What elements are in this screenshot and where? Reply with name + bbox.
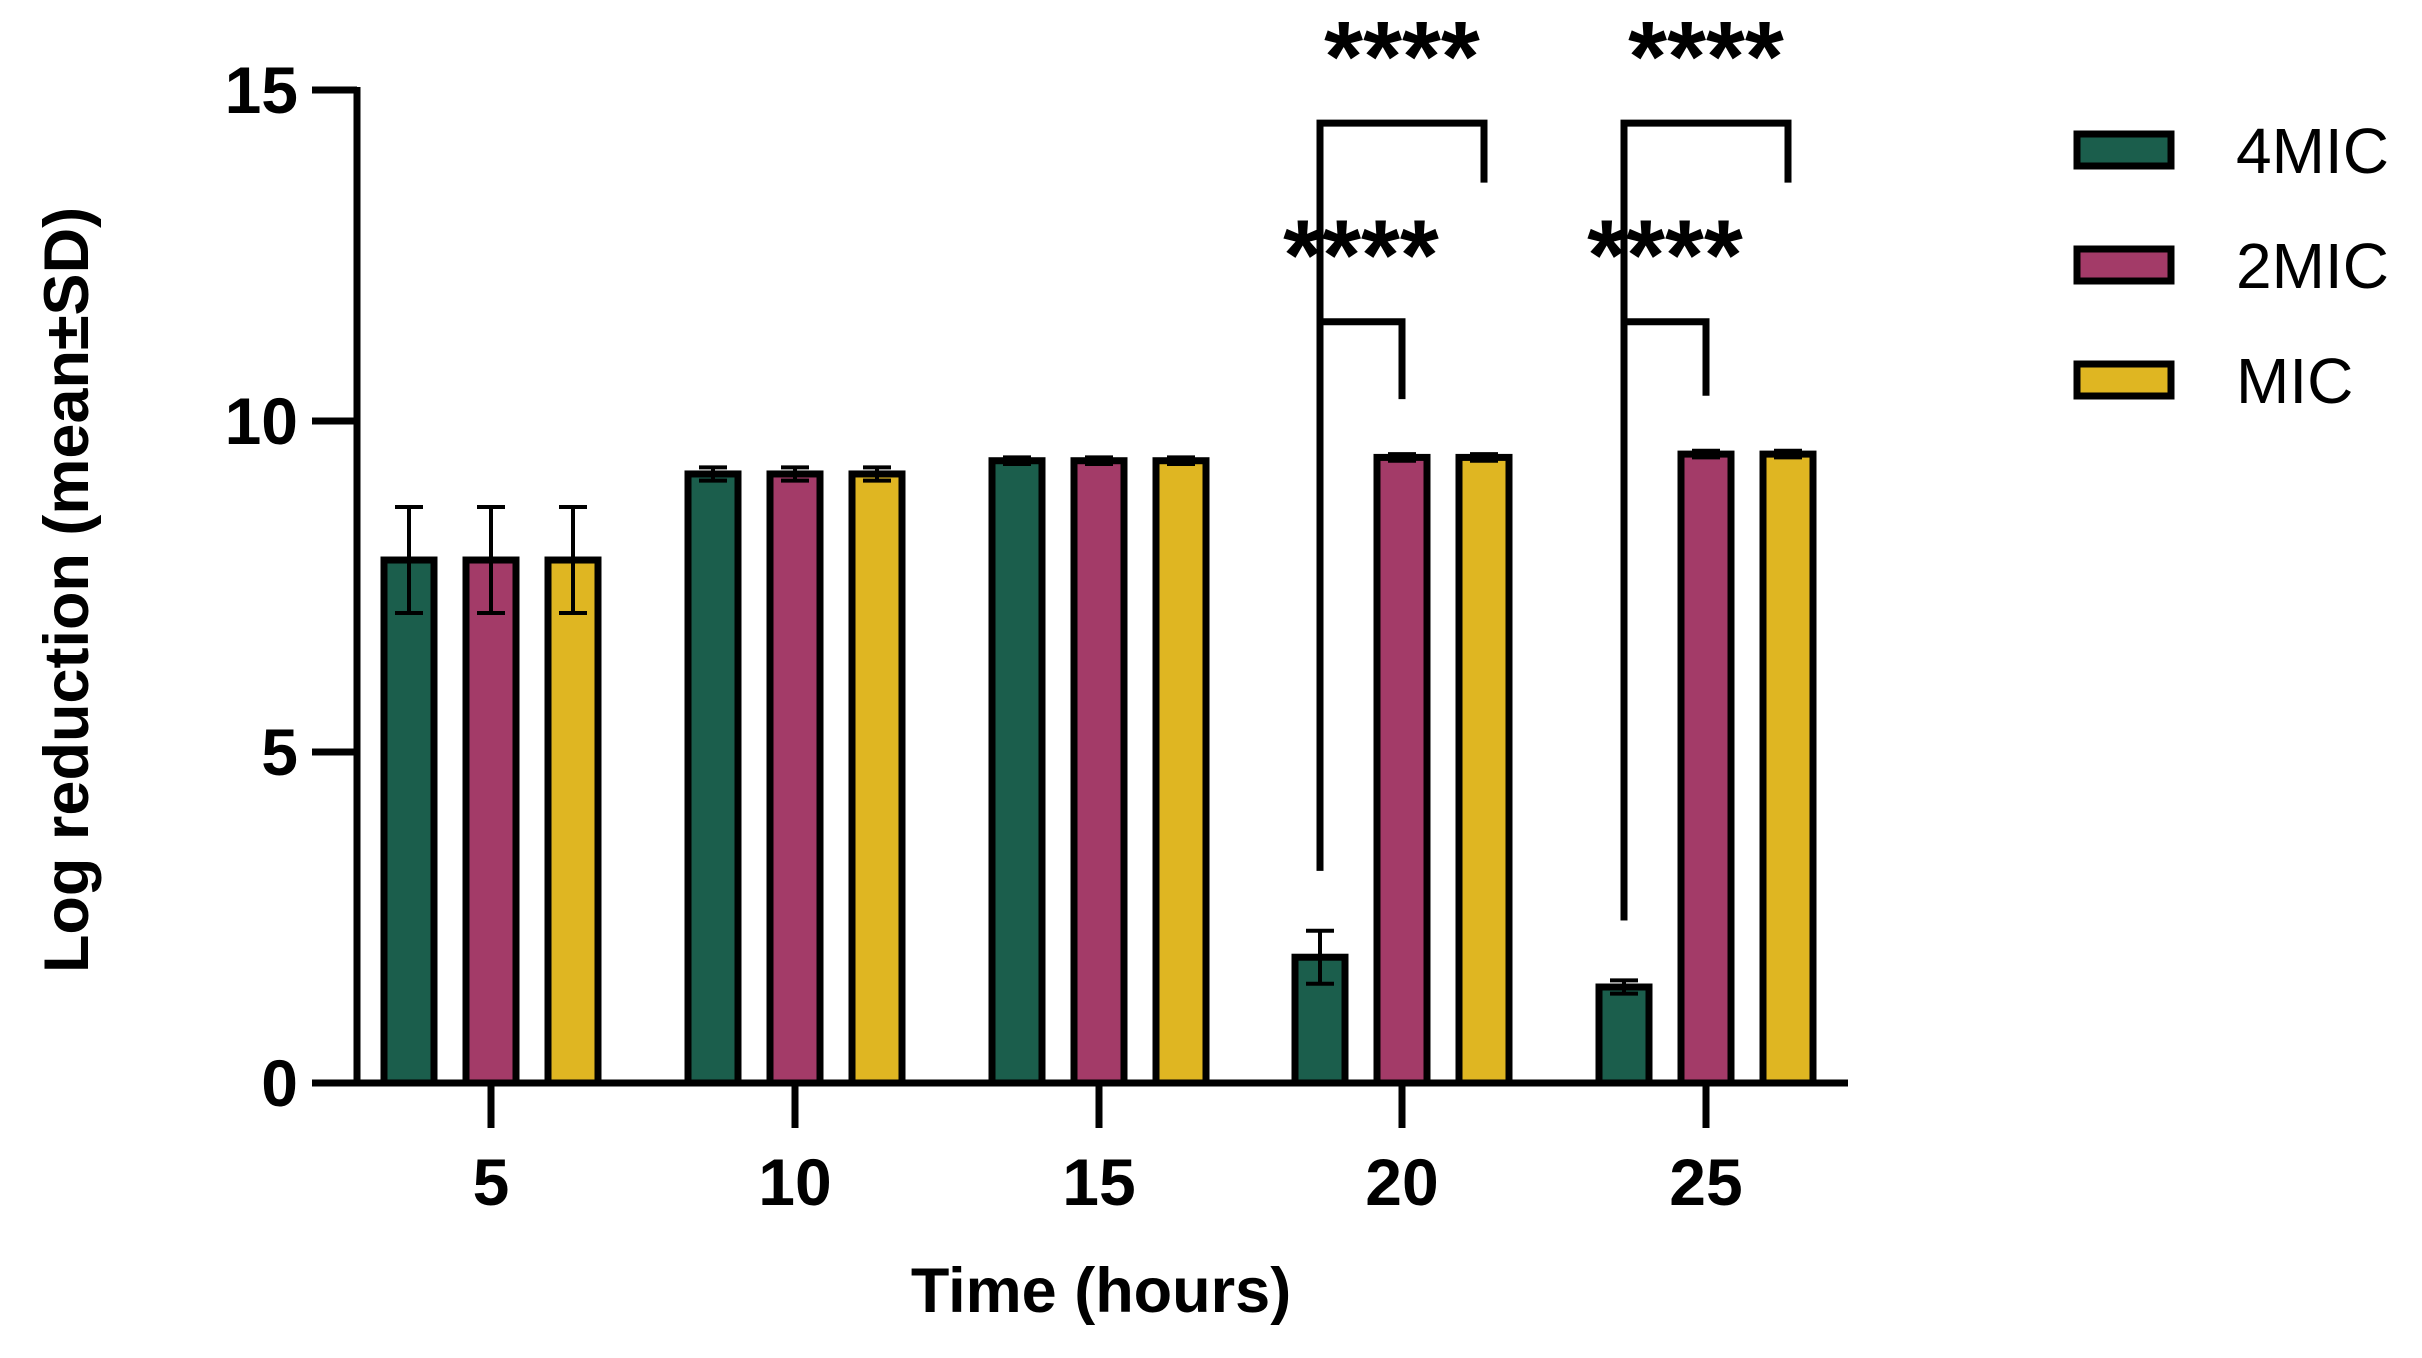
x-tick-label-15: 15 [1062, 1145, 1135, 1219]
sig-bracket-20-4mic-vs-mic-label: **** [1324, 1, 1480, 113]
bar-mic-10 [848, 470, 906, 1087]
bar-mic-15 [1152, 457, 1210, 1087]
bar-4mic-15 [988, 457, 1046, 1087]
y-tick-label-0: 0 [261, 1046, 298, 1120]
x-tick-label-20: 20 [1365, 1145, 1438, 1219]
y-tick-label-5: 5 [261, 715, 298, 789]
sig-bracket-25-4mic-vs-mic [1620, 119, 1792, 921]
sig-bracket-25-4mic-vs-2mic-label: **** [1587, 200, 1743, 312]
bar-2mic-20 [1373, 453, 1431, 1087]
y-tick-label-15: 15 [225, 53, 298, 127]
error-bars-layer [395, 448, 1802, 996]
legend-swatch-mic [2073, 360, 2175, 400]
legend-swatch-2mic [2073, 245, 2175, 285]
x-tick-label-5: 5 [473, 1145, 510, 1219]
bar-2mic-5 [462, 556, 520, 1087]
legend-label-4mic: 4MIC [2236, 115, 2389, 187]
bar-mic-20 [1455, 453, 1513, 1087]
x-axis-title: Time (hours) [911, 1256, 1291, 1326]
legend-label-2mic: 2MIC [2236, 230, 2389, 302]
legend-label-mic: MIC [2236, 345, 2353, 417]
axes-layer: 0 5 10 15 5 10 15 20 25 [225, 53, 1848, 1219]
bar-2mic-25 [1677, 450, 1735, 1087]
bar-mic-25 [1759, 450, 1817, 1087]
sig-bracket-25-4mic-vs-mic-label: **** [1628, 1, 1784, 113]
x-tick-label-25: 25 [1669, 1145, 1742, 1219]
bar-4mic-10 [684, 470, 742, 1087]
sig-bracket-20-4mic-vs-mic [1316, 119, 1488, 871]
y-axis-title: Log reduction (mean±SD) [32, 207, 102, 973]
bar-mic-5 [544, 556, 602, 1087]
bar-2mic-15 [1070, 457, 1128, 1087]
x-tick-label-10: 10 [758, 1145, 831, 1219]
bar-4mic-5 [380, 556, 438, 1087]
significance-layer: **** **** **** **** [1283, 1, 1792, 921]
bar-4mic-25 [1595, 983, 1653, 1087]
y-tick-label-10: 10 [225, 384, 298, 458]
sig-bracket-20-4mic-vs-2mic-label: **** [1283, 200, 1439, 312]
bar-2mic-10 [766, 470, 824, 1087]
legend: 4MIC 2MIC MIC [2073, 115, 2389, 417]
legend-swatch-4mic [2073, 130, 2175, 170]
bars-layer [380, 450, 1817, 1087]
